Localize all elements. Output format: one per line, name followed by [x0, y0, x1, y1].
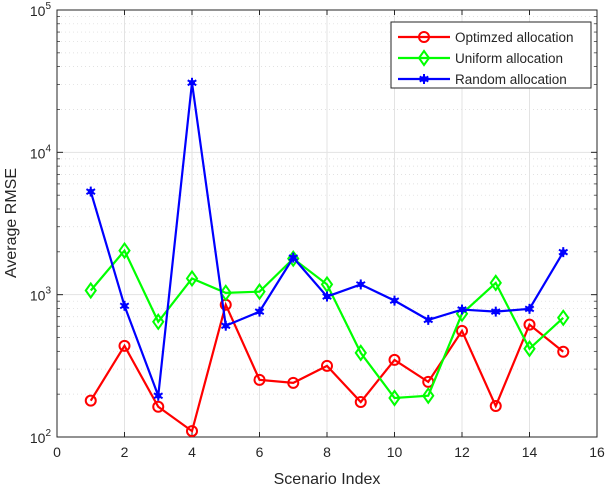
- circle-marker: [321, 359, 333, 372]
- legend-entry: Random allocation: [398, 72, 567, 87]
- circle-marker: [418, 31, 430, 43]
- legend-label: Uniform allocation: [455, 51, 563, 66]
- asterisk-core: [492, 308, 499, 315]
- diamond-marker: [354, 344, 367, 362]
- y-tick-label: 102: [30, 428, 52, 446]
- circle-marker: [118, 339, 131, 352]
- legend-label: Optimzed allocation: [455, 30, 574, 45]
- diamond-marker: [320, 275, 334, 294]
- y-tick-exponent: 5: [45, 1, 51, 12]
- asterisk-core: [256, 308, 263, 315]
- y-tick-label: 104: [30, 143, 52, 161]
- diamond-marker: [523, 340, 536, 358]
- asterisk-marker: [220, 320, 231, 331]
- y-tick-exponent: 3: [45, 286, 51, 297]
- x-tick-label: 8: [323, 444, 331, 460]
- diamond-marker: [185, 269, 199, 288]
- circle-marker: [287, 376, 300, 389]
- legend-label: Random allocation: [455, 72, 567, 87]
- circle-marker: [557, 345, 570, 358]
- x-tick-label: 0: [53, 444, 61, 460]
- asterisk-core: [290, 254, 297, 261]
- asterisk-marker: [355, 279, 366, 290]
- asterisk-core: [526, 305, 533, 312]
- circle-marker: [84, 394, 97, 407]
- asterisk-marker: [419, 74, 429, 84]
- y-tick-label: 103: [30, 286, 52, 304]
- asterisk-core: [459, 306, 465, 313]
- circle-marker: [489, 400, 502, 413]
- x-tick-label: 4: [188, 444, 196, 460]
- circle-marker: [354, 396, 367, 409]
- asterisk-marker: [457, 304, 467, 315]
- asterisk-marker: [187, 77, 197, 88]
- asterisk-marker: [490, 306, 501, 317]
- circle-marker: [186, 425, 198, 438]
- legend-entry: Optimzed allocation: [398, 30, 574, 45]
- asterisk-marker: [423, 314, 434, 325]
- y-tick-exponent: 2: [45, 428, 51, 439]
- asterisk-core: [425, 316, 432, 323]
- x-tick-label: 12: [454, 444, 470, 460]
- legend-entry: Uniform allocation: [398, 49, 563, 67]
- asterisk-marker: [524, 303, 535, 314]
- y-axis-label: Average RMSE: [3, 168, 20, 278]
- asterisk-core: [121, 302, 128, 309]
- legend: Optimzed allocation Uniform allocation Ran…: [390, 21, 592, 89]
- y-tick-label: 105: [30, 1, 52, 19]
- diamond-marker: [253, 282, 266, 301]
- y-tick-base: 10: [30, 3, 46, 19]
- asterisk-core: [421, 76, 427, 82]
- series-line: [89, 248, 564, 400]
- y-tick-base: 10: [30, 288, 46, 304]
- x-tick-label: 2: [121, 444, 129, 460]
- diamond-marker: [422, 386, 435, 405]
- x-tick-label: 6: [256, 444, 264, 460]
- circle-marker: [456, 324, 468, 337]
- circle-marker: [523, 318, 536, 331]
- asterisk-marker: [558, 247, 569, 258]
- y-tick-exponent: 4: [45, 143, 51, 154]
- asterisk-core: [560, 249, 567, 256]
- asterisk-marker: [119, 300, 130, 311]
- asterisk-core: [222, 322, 229, 329]
- y-tick-base: 10: [30, 145, 46, 161]
- circle-marker: [152, 400, 165, 413]
- asterisk-marker: [322, 291, 332, 302]
- diamond-marker: [557, 309, 570, 327]
- series-lines: [84, 77, 570, 438]
- x-axis-label: Scenario Index: [274, 471, 381, 488]
- diamond-marker: [118, 241, 131, 260]
- x-tick-label: 14: [522, 444, 538, 460]
- x-tick-label: 10: [387, 444, 403, 460]
- asterisk-marker: [389, 295, 400, 306]
- circle-marker: [253, 373, 266, 386]
- asterisk-marker: [254, 306, 265, 317]
- asterisk-marker: [288, 252, 299, 263]
- asterisk-marker: [85, 186, 96, 197]
- asterisk-core: [324, 293, 330, 300]
- diamond-marker: [152, 313, 165, 331]
- asterisk-core: [391, 297, 398, 304]
- x-axis-ticks: 0 2 4 6 8 10 12 14 16: [53, 10, 605, 460]
- diamond-marker: [388, 389, 401, 407]
- asterisk-core: [189, 79, 195, 86]
- asterisk-marker: [153, 390, 164, 401]
- y-tick-base: 10: [30, 430, 46, 446]
- circle-marker: [388, 353, 401, 366]
- series-line: [89, 301, 564, 433]
- diamond-marker: [84, 281, 97, 300]
- x-tick-label: 16: [589, 444, 605, 460]
- series-random-allocation: [85, 77, 569, 401]
- asterisk-core: [87, 188, 94, 195]
- diamond-marker: [219, 284, 232, 302]
- diamond-marker: [417, 49, 431, 67]
- asterisk-core: [357, 281, 364, 288]
- diamond-marker: [489, 274, 502, 292]
- asterisk-core: [155, 392, 162, 399]
